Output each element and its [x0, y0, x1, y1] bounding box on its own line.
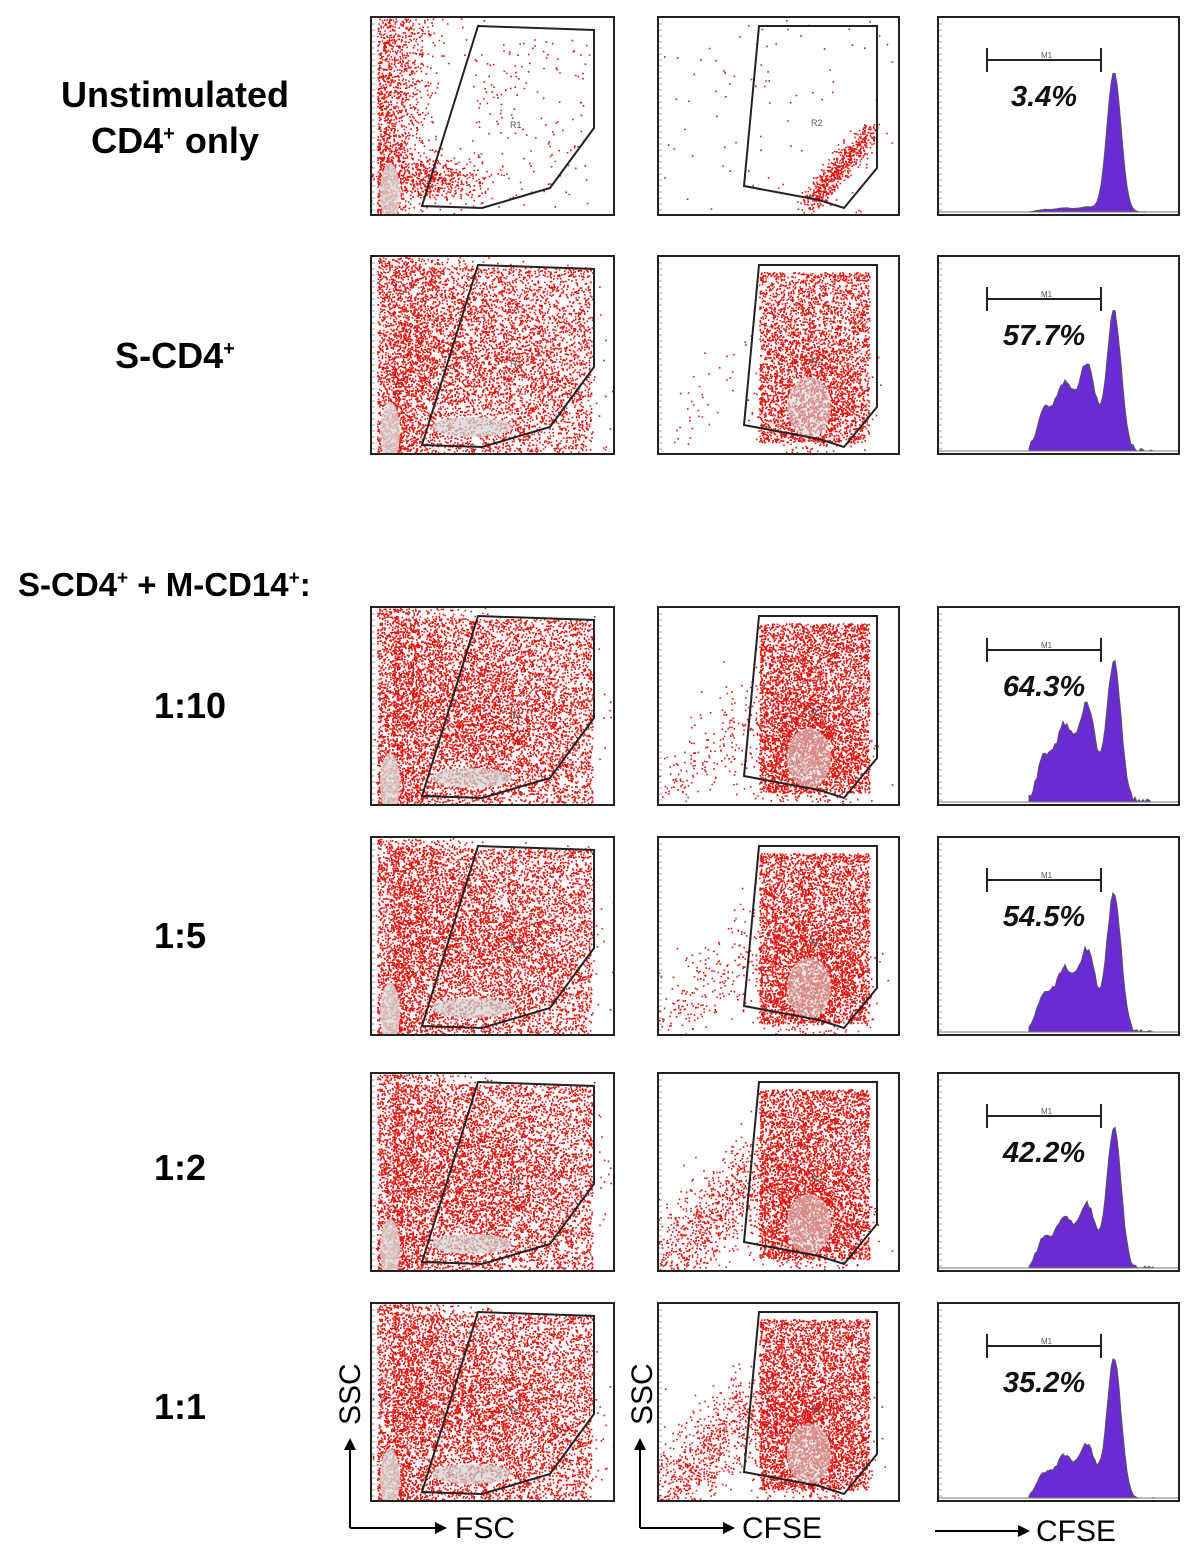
m1-label: M1 — [1041, 1107, 1053, 1116]
cfse-ssc-plot-1: R2 — [657, 255, 900, 455]
row-label-line2-rest: only — [175, 120, 259, 161]
density-core — [787, 728, 831, 788]
cfse-ssc-plot-0: R2 — [657, 16, 900, 216]
m1-label: M1 — [1041, 290, 1053, 299]
gate-r2-label: R2 — [811, 357, 823, 367]
row-label-1-10: 1:10 — [110, 683, 270, 729]
group-title-sup1: + — [117, 568, 128, 589]
gate-r2-label: R2 — [811, 118, 823, 128]
cfse-histogram-4: M1 42.2% — [937, 1072, 1180, 1272]
density-core — [787, 377, 831, 437]
group-title-part2: + M-CD14 — [128, 566, 288, 603]
axis-ticks — [372, 24, 612, 216]
gate-r1-label: R1 — [510, 710, 522, 720]
fsc-ssc-dots — [372, 18, 590, 216]
row-label-unstimulated: Unstimulated CD4+ only — [40, 72, 310, 164]
m1-label: M1 — [1041, 871, 1053, 880]
percent-label: 42.2% — [1002, 1137, 1085, 1169]
gate-r1-label: R1 — [510, 1176, 522, 1186]
gate-r1-label: R1 — [510, 940, 522, 950]
cfse-ssc-plot-3: R2 — [657, 836, 900, 1036]
row-label-1-5: 1:5 — [100, 913, 260, 959]
gate-r2-label: R2 — [811, 708, 823, 718]
percent-label: 57.7% — [1003, 320, 1085, 352]
cfse-ssc-dots — [659, 1089, 893, 1272]
plot3-x-label: CFSE — [1036, 1515, 1116, 1549]
density-core-2 — [432, 1464, 512, 1484]
cfse-histogram-1: M1 57.7% — [937, 255, 1180, 455]
gate-r2-label: R2 — [811, 1404, 823, 1414]
fsc-ssc-plot-4: R1 — [370, 1072, 615, 1272]
group-title-part3: : — [300, 566, 311, 603]
cfse-histogram-3: M1 54.5% — [937, 836, 1180, 1036]
axis-ticks — [939, 24, 1179, 216]
cfse-ssc-dots — [659, 1319, 886, 1502]
gate-r2-label: R2 — [811, 1174, 823, 1184]
gate-r1-label: R1 — [510, 120, 522, 130]
density-core-2 — [432, 417, 512, 437]
cfse-ssc-dots — [659, 838, 889, 1036]
percent-label: 3.4% — [1011, 81, 1077, 113]
row-label-1-1: 1:1 — [100, 1384, 260, 1430]
percent-label: 35.2% — [1003, 1367, 1085, 1399]
row-label-line1: Unstimulated — [40, 72, 310, 118]
plot1-x-label: FSC — [455, 1512, 515, 1546]
percent-label: 64.3% — [1003, 671, 1085, 703]
fsc-ssc-plot-3: R1 — [370, 836, 615, 1036]
fsc-ssc-plot-1: R1 — [370, 255, 615, 455]
m1-label: M1 — [1041, 1337, 1053, 1346]
plot1-y-label: SSC — [334, 1363, 368, 1425]
m1-label: M1 — [1041, 51, 1053, 60]
fsc-ssc-plot-5: R1 — [370, 1302, 615, 1502]
density-core-2 — [432, 768, 512, 788]
cfse-ssc-dots — [659, 272, 882, 455]
row-label-1-2: 1:2 — [100, 1145, 260, 1191]
row-label-line2: CD4+ only — [40, 118, 310, 164]
row-label-line2-main: CD4 — [91, 120, 163, 161]
density-core-2 — [432, 998, 512, 1018]
gate-r1-label: R1 — [510, 1406, 522, 1416]
gate-r2 — [744, 26, 877, 208]
gate-r2-label: R2 — [811, 938, 823, 948]
cfse-ssc-plot-2: R2 — [657, 606, 900, 806]
cfse-ssc-plot-4: R2 — [657, 1072, 900, 1272]
plot2-y-label: SSC — [626, 1363, 660, 1425]
row-label-s-cd4: S-CD4+ — [60, 333, 290, 379]
cfse-histogram-0: M1 3.4% — [937, 16, 1180, 216]
fsc-ssc-plot-0: R1 — [370, 16, 615, 216]
density-core — [787, 1194, 831, 1254]
group-title: S-CD4+ + M-CD14+: — [18, 566, 311, 604]
percent-label: 54.5% — [1003, 901, 1085, 933]
fsc-ssc-plot-2: R1 — [370, 606, 615, 806]
density-core — [787, 958, 831, 1018]
row-label-s-cd4-main: S-CD4 — [115, 335, 223, 376]
cfse-histogram-2: M1 64.3% — [937, 606, 1180, 806]
cfse-ssc-dots — [659, 623, 900, 806]
density-core — [787, 1424, 831, 1484]
row-label-s-cd4-sup: + — [223, 338, 235, 360]
row-label-line2-sup: + — [163, 123, 175, 145]
m1-label: M1 — [1041, 641, 1053, 650]
gate-r1 — [422, 26, 594, 208]
density-core-2 — [432, 1234, 512, 1254]
cfse-ssc-plot-5: R2 — [657, 1302, 900, 1502]
cfse-ssc-dots — [664, 20, 900, 216]
group-title-sup2: + — [289, 568, 300, 589]
plot2-x-label: CFSE — [742, 1512, 822, 1546]
cfse-histogram-5: M1 35.2% — [937, 1302, 1180, 1502]
gate-r1-label: R1 — [510, 359, 522, 369]
group-title-part1: S-CD4 — [18, 566, 117, 603]
